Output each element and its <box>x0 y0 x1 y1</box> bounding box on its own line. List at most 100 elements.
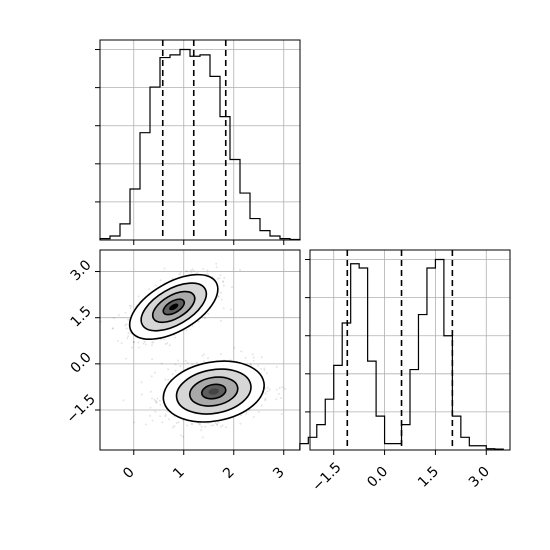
joint-point <box>269 388 271 391</box>
joint-point <box>131 346 133 349</box>
joint-point <box>244 356 247 359</box>
joint-point <box>220 353 222 356</box>
joint-point <box>278 387 281 389</box>
joint-point <box>171 277 174 280</box>
joint-frame <box>99 249 301 451</box>
joint-point <box>168 344 171 347</box>
joint-point <box>197 422 200 425</box>
joint-point <box>167 368 170 371</box>
joint-point <box>150 375 153 378</box>
histogram-x0-steps <box>99 48 301 241</box>
joint-point <box>240 414 242 417</box>
joint-point <box>201 436 204 439</box>
joint-point <box>129 307 132 310</box>
joint-point <box>164 343 167 345</box>
joint-point <box>245 413 248 416</box>
joint-point <box>218 277 221 280</box>
joint-point <box>219 291 222 294</box>
density-core-c0 <box>169 303 179 311</box>
joint-point <box>277 393 280 395</box>
joint-point <box>263 369 266 372</box>
joint-point <box>137 341 140 344</box>
contour-c0-l1 <box>140 282 208 332</box>
joint-point <box>178 273 181 276</box>
joint-point <box>164 415 167 418</box>
joint-point <box>179 271 182 274</box>
joint-point <box>229 308 232 311</box>
joint-y-tick-label-3: 3.0 <box>68 257 95 284</box>
joint-point <box>199 422 202 425</box>
joint-point <box>191 363 194 366</box>
joint-point <box>150 390 152 393</box>
joint-point <box>133 421 136 424</box>
joint-density-panel: 0 1 2 3 −1.5 0.0 1.5 3.0 <box>63 249 301 482</box>
joint-y-tick-label-1: 0.0 <box>68 349 95 376</box>
histogram-x0-quantile-lines <box>161 40 227 240</box>
joint-point <box>154 400 157 402</box>
joint-point <box>151 358 154 361</box>
joint-contour-lines <box>128 273 265 423</box>
joint-point <box>156 397 159 400</box>
joint-point <box>267 386 270 389</box>
joint-point <box>172 426 174 429</box>
joint-point <box>158 399 161 402</box>
joint-point <box>127 332 130 334</box>
joint-point <box>186 361 189 364</box>
joint-point <box>182 435 185 438</box>
joint-point <box>185 329 188 332</box>
joint-point <box>215 262 218 265</box>
joint-point <box>203 360 206 363</box>
joint-point <box>151 419 154 422</box>
joint-point <box>217 295 220 298</box>
joint-point <box>125 327 128 330</box>
joint-point <box>250 363 253 366</box>
joint-point <box>191 422 193 425</box>
joint-point <box>124 311 127 314</box>
joint-point <box>125 323 128 326</box>
joint-point <box>159 279 162 282</box>
joint-density-fills <box>129 274 265 422</box>
histogram-x1-panel: −1.5 0.0 1.5 3.0 <box>299 249 511 495</box>
joint-point <box>257 411 260 413</box>
joint-point <box>264 397 267 400</box>
histogram-x0-grid <box>100 40 300 240</box>
joint-point <box>132 341 135 344</box>
joint-point <box>275 388 278 391</box>
joint-point <box>206 269 209 272</box>
joint-point <box>203 317 206 320</box>
joint-point <box>207 357 210 360</box>
joint-point <box>198 423 201 426</box>
joint-point <box>124 324 127 327</box>
joint-point <box>173 425 176 428</box>
joint-point <box>186 424 189 427</box>
joint-point <box>264 399 267 402</box>
joint-point <box>149 414 151 417</box>
joint-point <box>174 363 177 366</box>
joint-point <box>239 269 241 271</box>
joint-point <box>112 327 114 330</box>
joint-point <box>239 422 242 425</box>
joint-point <box>155 401 158 404</box>
joint-point <box>140 393 143 396</box>
joint-point <box>215 423 218 426</box>
joint-point <box>154 410 157 413</box>
joint-point <box>200 425 203 428</box>
joint-x-tick-labels: 0 1 2 3 <box>120 464 288 482</box>
joint-point <box>231 286 233 288</box>
joint-y-tick-label-0: −1.5 <box>63 391 98 426</box>
joint-x-tick-label-1: 1 <box>170 464 188 482</box>
joint-point <box>219 274 222 277</box>
contour-c1-l3 <box>200 383 227 400</box>
joint-point <box>215 266 218 269</box>
joint-point <box>252 356 255 359</box>
joint-point <box>174 336 177 339</box>
joint-point <box>260 356 263 359</box>
contour-c1-l0 <box>162 360 265 423</box>
joint-point <box>127 318 130 321</box>
joint-x-tick-label-2: 2 <box>220 464 238 482</box>
joint-point <box>151 341 154 344</box>
joint-point <box>164 378 167 381</box>
joint-point <box>152 341 155 344</box>
joint-point <box>184 359 187 362</box>
joint-point <box>240 350 243 353</box>
